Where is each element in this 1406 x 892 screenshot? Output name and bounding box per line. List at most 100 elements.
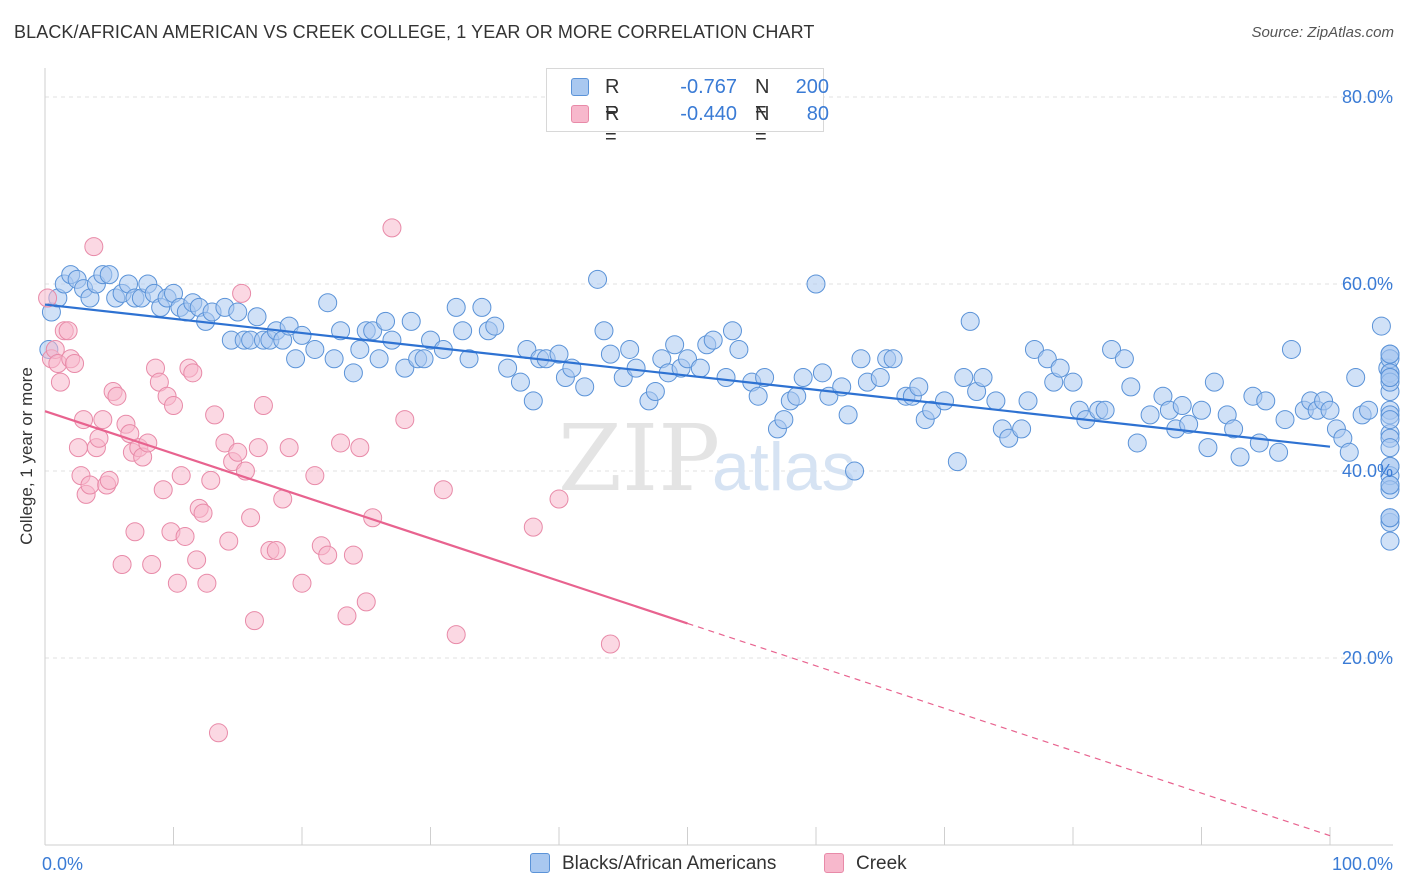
- data-point: [1275, 410, 1295, 430]
- legend-swatch-blue: [530, 853, 550, 873]
- r-label: R =: [605, 103, 620, 148]
- data-point: [1095, 400, 1115, 420]
- y-tick-label: 20.0%: [1342, 648, 1393, 668]
- data-point: [1102, 339, 1122, 359]
- data-point: [909, 377, 929, 397]
- data-point: [498, 358, 518, 378]
- data-point: [337, 606, 357, 626]
- data-point: [99, 470, 119, 490]
- data-point: [208, 723, 228, 743]
- data-point: [219, 531, 239, 551]
- data-point: [1380, 438, 1400, 458]
- data-point: [232, 283, 252, 303]
- data-point: [369, 349, 389, 369]
- data-point: [1224, 419, 1244, 439]
- data-point: [318, 293, 338, 313]
- data-point: [175, 526, 195, 546]
- trend-line: [44, 303, 1331, 448]
- data-point: [588, 269, 608, 289]
- trend-line: [44, 410, 688, 625]
- data-point: [774, 410, 794, 430]
- data-point: [1281, 339, 1301, 359]
- data-point: [446, 297, 466, 317]
- data-point: [845, 461, 865, 481]
- data-point: [1204, 372, 1224, 392]
- data-point: [153, 480, 173, 500]
- watermark-zip: ZIP: [558, 405, 720, 512]
- data-point: [1037, 349, 1057, 369]
- data-point: [549, 344, 569, 364]
- data-point: [80, 475, 100, 495]
- data-point: [1063, 372, 1083, 392]
- data-point: [201, 470, 221, 490]
- chart-title: BLACK/AFRICAN AMERICAN VS CREEK COLLEGE,…: [14, 22, 815, 42]
- data-point: [703, 330, 723, 350]
- data-point: [228, 302, 248, 322]
- data-point: [350, 339, 370, 359]
- x-tick-label: 0.0%: [42, 854, 83, 874]
- data-point: [433, 480, 453, 500]
- data-point: [510, 372, 530, 392]
- data-point: [356, 592, 376, 612]
- data-point: [1380, 344, 1400, 364]
- data-point: [414, 349, 434, 369]
- points-creek: [38, 218, 620, 743]
- data-point: [305, 339, 325, 359]
- data-point: [523, 517, 543, 537]
- data-point: [331, 321, 351, 341]
- y-tick-label: 40.0%: [1342, 461, 1393, 481]
- data-point: [112, 555, 132, 574]
- data-point: [142, 555, 162, 574]
- data-point: [485, 316, 505, 336]
- legend-label: Creek: [856, 853, 907, 874]
- tick-labels: 20.0% 40.0% 60.0% 80.0% 0.0% 100.0%: [42, 87, 1393, 874]
- points-blacks-african-americans: [39, 265, 1400, 551]
- r-label: R =: [605, 76, 620, 121]
- data-point: [107, 386, 127, 406]
- data-point: [986, 391, 1006, 411]
- data-point: [1339, 442, 1359, 462]
- data-point: [193, 503, 213, 523]
- data-point: [645, 382, 665, 402]
- data-point: [1198, 438, 1218, 458]
- data-point: [851, 349, 871, 369]
- data-point: [1380, 475, 1400, 495]
- axes: [44, 68, 1393, 846]
- data-point: [1380, 508, 1400, 528]
- data-point: [729, 339, 749, 359]
- data-point: [838, 405, 858, 425]
- data-point: [690, 358, 710, 378]
- data-point: [350, 438, 370, 458]
- data-point: [1256, 391, 1276, 411]
- data-point: [446, 625, 466, 645]
- data-point: [253, 396, 273, 416]
- data-point: [1320, 400, 1340, 420]
- data-point: [1172, 396, 1192, 416]
- data-point: [1371, 316, 1391, 336]
- data-point: [279, 438, 299, 458]
- data-point: [1359, 400, 1379, 420]
- data-point: [324, 349, 344, 369]
- data-point: [947, 452, 967, 472]
- data-point: [197, 573, 217, 593]
- data-point: [99, 265, 119, 285]
- data-point: [755, 368, 775, 387]
- legend-swatch-pink: [824, 853, 844, 873]
- data-point: [171, 466, 191, 486]
- data-point: [248, 438, 268, 458]
- data-point: [1380, 410, 1400, 430]
- data-point: [318, 545, 338, 565]
- data-point: [305, 466, 325, 486]
- data-point: [84, 237, 104, 257]
- data-point: [1024, 339, 1044, 359]
- data-point: [247, 307, 267, 327]
- data-point: [228, 442, 248, 462]
- n-value: 200: [795, 76, 829, 98]
- n-label: N =: [755, 76, 770, 121]
- data-point: [960, 311, 980, 331]
- data-point: [793, 368, 813, 387]
- y-tick-label: 60.0%: [1342, 274, 1393, 294]
- watermark-atlas: atlas: [712, 429, 856, 505]
- y-tick-label: 80.0%: [1342, 87, 1393, 107]
- data-point: [922, 400, 942, 420]
